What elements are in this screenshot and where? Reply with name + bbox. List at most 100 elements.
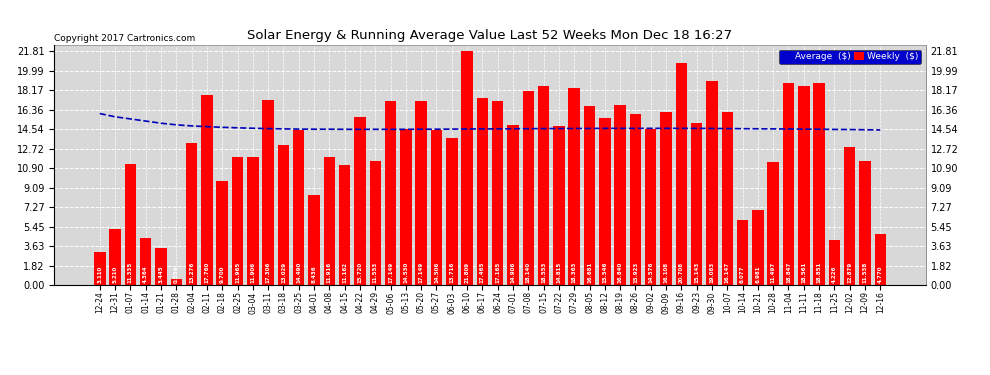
Bar (369, 161, 381, 285)
Bar (446, 138, 457, 285)
Bar (416, 101, 427, 285)
Text: 11.906: 11.906 (250, 262, 255, 284)
Bar (829, 240, 841, 285)
Bar (170, 279, 182, 285)
Text: 16.147: 16.147 (725, 262, 730, 284)
Bar (125, 164, 137, 285)
Text: 18.851: 18.851 (817, 262, 822, 284)
Text: 14.506: 14.506 (434, 262, 439, 284)
Text: 17.149: 17.149 (388, 262, 393, 284)
Text: 11.553: 11.553 (373, 262, 378, 284)
Bar (783, 83, 794, 285)
Bar (400, 129, 412, 285)
Bar (324, 158, 335, 285)
Bar (767, 162, 779, 285)
Bar (523, 91, 534, 285)
Text: 20.708: 20.708 (679, 262, 684, 284)
Text: 16.840: 16.840 (618, 262, 623, 284)
Text: 16.681: 16.681 (587, 262, 592, 284)
Bar (660, 112, 672, 285)
Text: 21.809: 21.809 (464, 262, 469, 284)
Legend: Average  ($), Weekly  ($): Average ($), Weekly ($) (779, 50, 921, 64)
Text: 3.110: 3.110 (97, 266, 102, 284)
Bar (217, 181, 228, 285)
Text: 5.210: 5.210 (113, 266, 118, 284)
Text: 13.276: 13.276 (189, 262, 194, 284)
Text: 18.363: 18.363 (571, 262, 577, 284)
Text: 11.965: 11.965 (235, 262, 240, 284)
Bar (308, 195, 320, 285)
Bar (461, 51, 473, 285)
Text: 11.916: 11.916 (327, 262, 332, 284)
Text: 4.770: 4.770 (878, 266, 883, 284)
Bar (752, 210, 763, 285)
Text: 11.335: 11.335 (128, 262, 133, 284)
Bar (339, 165, 350, 285)
Text: 19.083: 19.083 (710, 262, 715, 284)
Bar (232, 157, 244, 285)
Bar (584, 106, 595, 285)
Text: 13.716: 13.716 (449, 262, 454, 284)
Bar (94, 252, 106, 285)
Bar (814, 83, 825, 285)
Bar (843, 147, 855, 285)
Text: 17.165: 17.165 (495, 262, 500, 284)
Text: 0.554: 0.554 (174, 266, 179, 284)
Text: 4.226: 4.226 (832, 266, 837, 284)
Bar (354, 117, 365, 285)
Bar (186, 143, 197, 285)
Text: 3.445: 3.445 (158, 266, 163, 284)
Text: 16.108: 16.108 (663, 262, 668, 284)
Bar (553, 126, 564, 285)
Bar (492, 101, 504, 285)
Bar (538, 86, 549, 285)
Bar (278, 146, 289, 285)
Text: 18.553: 18.553 (542, 262, 546, 284)
Text: 4.364: 4.364 (144, 266, 148, 284)
Text: 12.879: 12.879 (847, 262, 852, 284)
Text: 18.140: 18.140 (526, 262, 531, 284)
Bar (706, 81, 718, 285)
Text: 6.077: 6.077 (741, 266, 745, 284)
Text: 14.576: 14.576 (648, 262, 653, 284)
Bar (615, 105, 626, 285)
Title: Solar Energy & Running Average Value Last 52 Weeks Mon Dec 18 16:27: Solar Energy & Running Average Value Las… (248, 30, 733, 42)
Bar (798, 86, 810, 285)
Bar (874, 234, 886, 285)
Bar (140, 238, 151, 285)
Bar (293, 130, 305, 285)
Text: 18.847: 18.847 (786, 262, 791, 284)
Bar (722, 112, 733, 285)
Text: 17.465: 17.465 (480, 262, 485, 284)
Text: 11.162: 11.162 (343, 262, 347, 284)
Text: 15.143: 15.143 (694, 262, 699, 284)
Text: 15.923: 15.923 (633, 262, 638, 284)
Text: 14.815: 14.815 (556, 262, 561, 284)
Bar (262, 100, 274, 285)
Text: 17.149: 17.149 (419, 262, 424, 284)
Bar (476, 98, 488, 285)
Text: 6.981: 6.981 (755, 266, 760, 284)
Bar (675, 63, 687, 285)
Bar (599, 118, 611, 285)
Bar (645, 129, 656, 285)
Bar (691, 123, 702, 285)
Bar (248, 158, 258, 285)
Text: 9.700: 9.700 (220, 266, 225, 284)
Text: 11.497: 11.497 (770, 262, 776, 284)
Text: 17.760: 17.760 (204, 262, 210, 284)
Text: 14.490: 14.490 (296, 262, 301, 284)
Bar (155, 248, 166, 285)
Bar (201, 95, 213, 285)
Bar (109, 229, 121, 285)
Text: 13.029: 13.029 (281, 262, 286, 284)
Bar (859, 161, 871, 285)
Bar (737, 220, 748, 285)
Text: Copyright 2017 Cartronics.com: Copyright 2017 Cartronics.com (54, 34, 196, 43)
Text: 15.546: 15.546 (602, 262, 607, 284)
Text: 11.538: 11.538 (862, 262, 867, 284)
Bar (385, 101, 396, 285)
Bar (431, 130, 443, 285)
Bar (568, 88, 580, 285)
Text: 18.561: 18.561 (801, 262, 806, 284)
